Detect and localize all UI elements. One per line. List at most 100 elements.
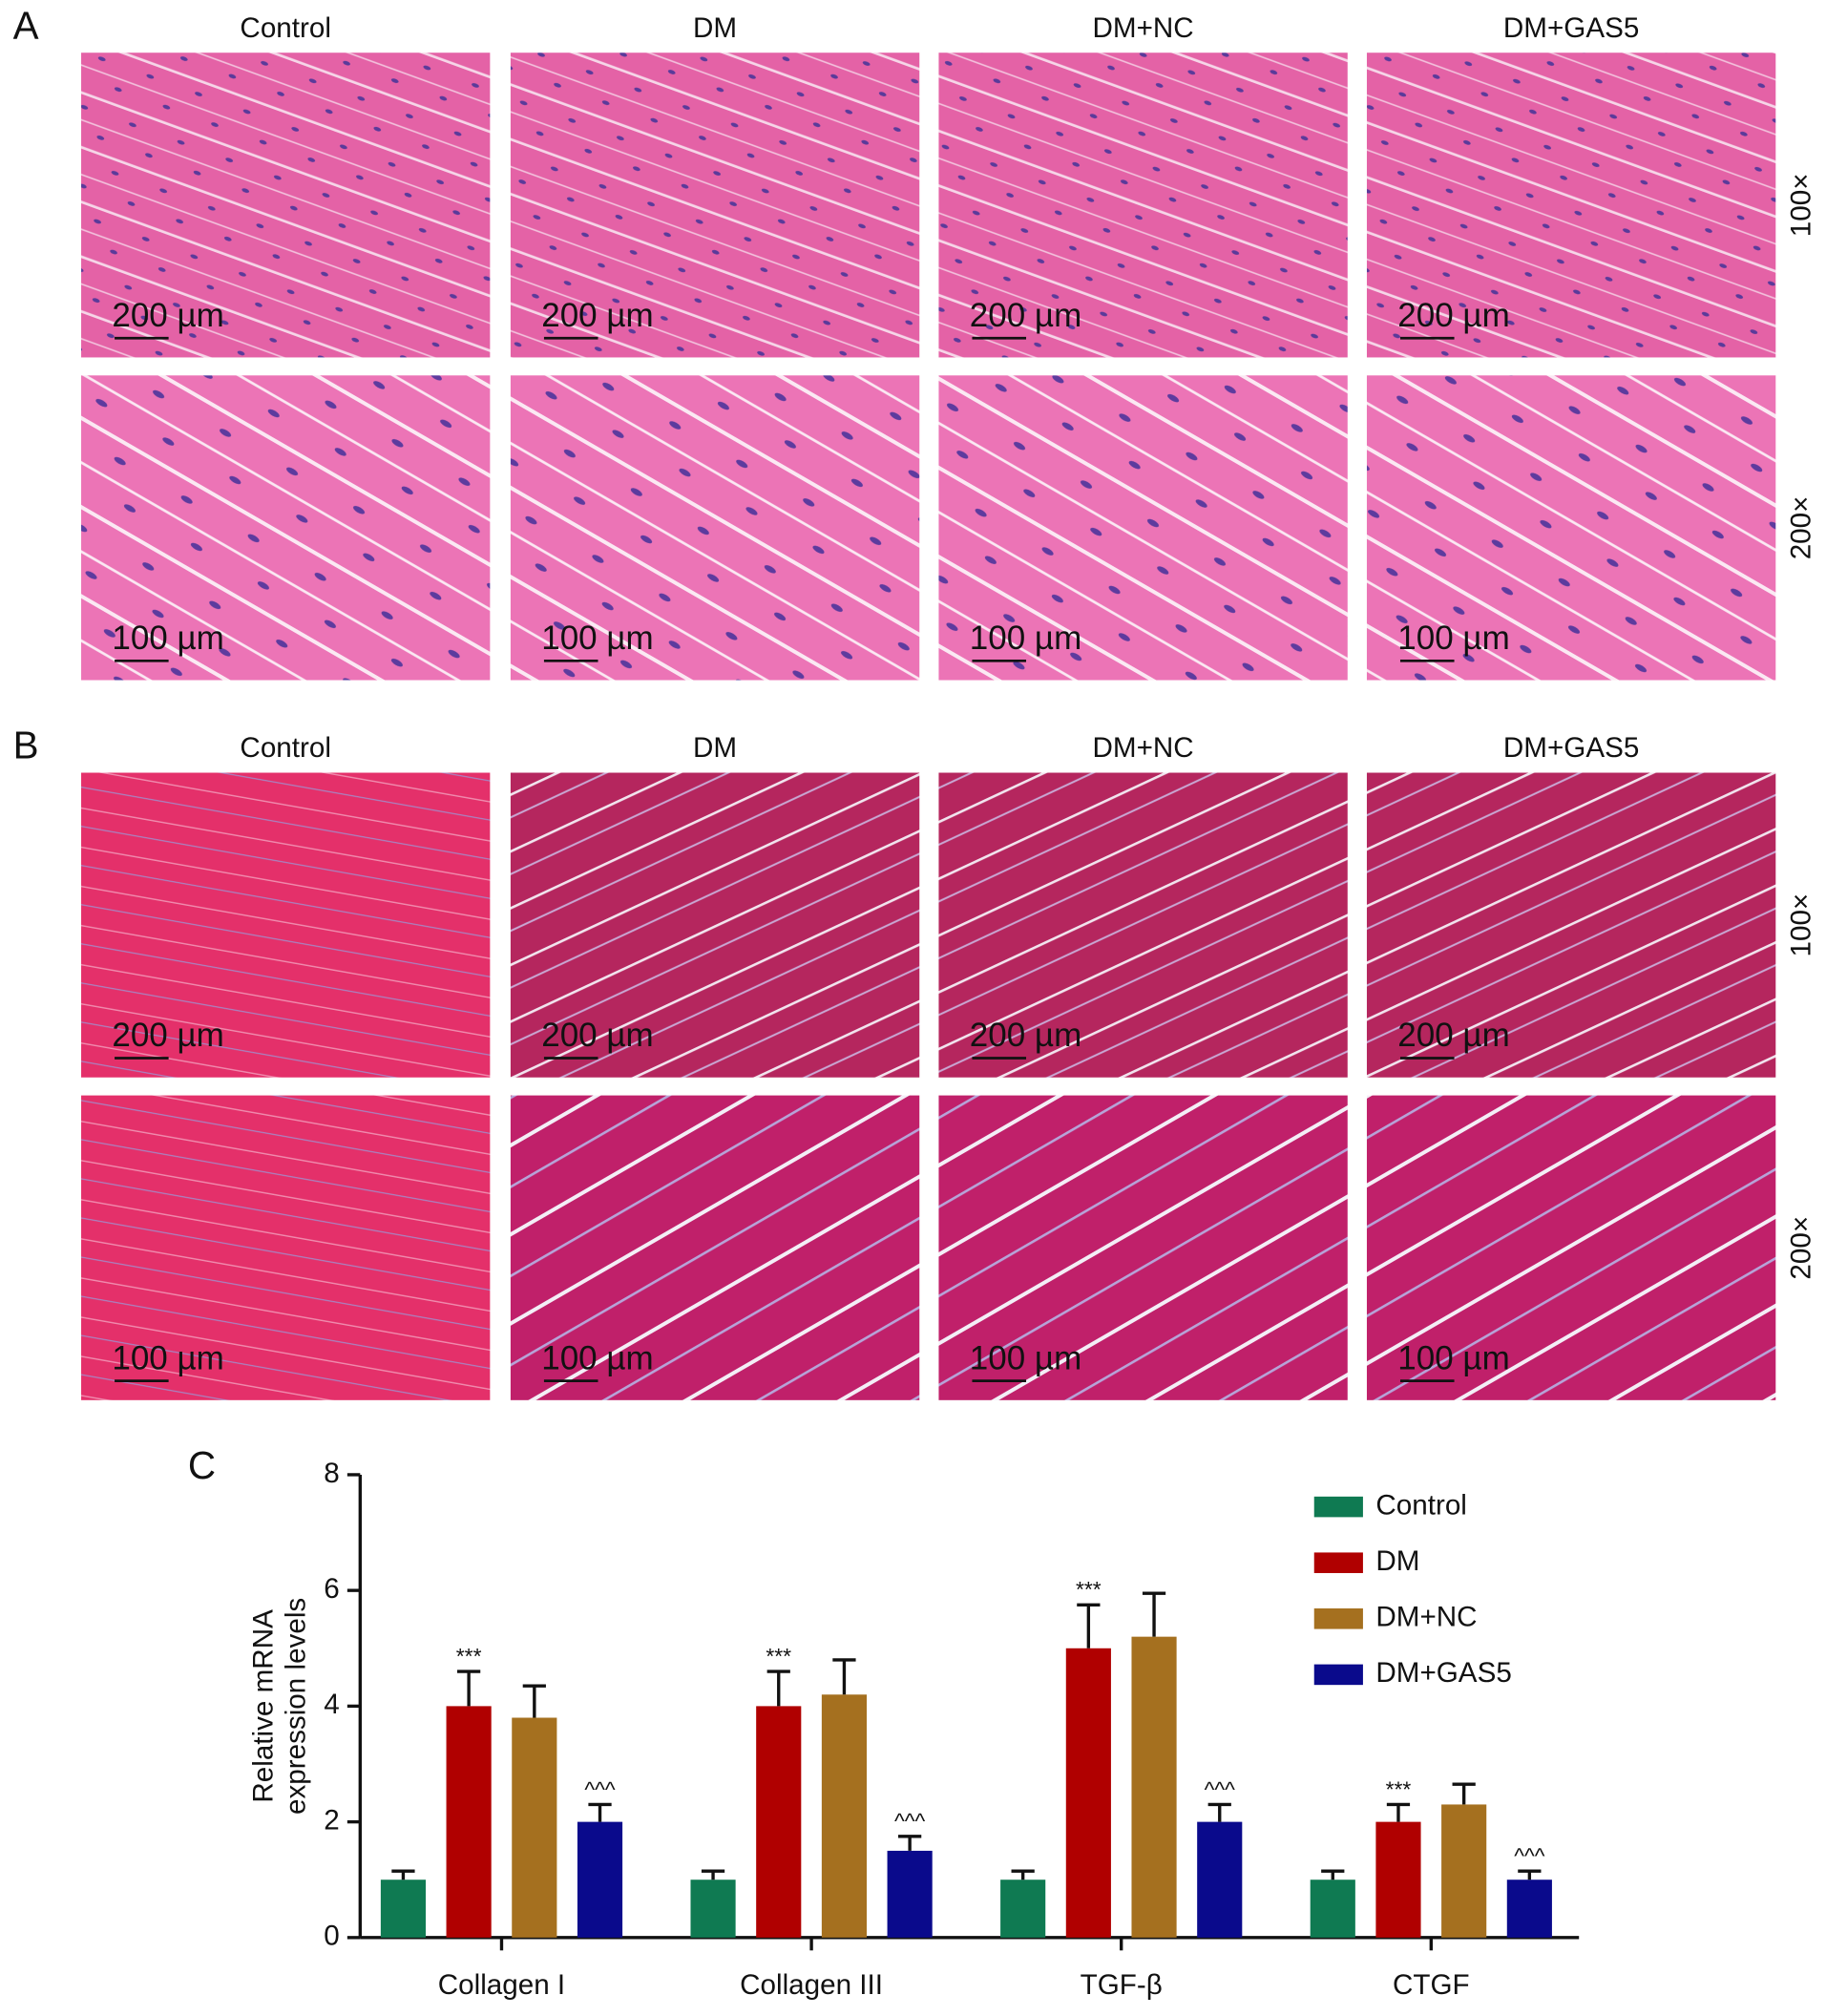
significance-label: ***	[1076, 1577, 1102, 1602]
bar	[821, 1694, 868, 1938]
scale-bar-label: 100 µm	[112, 1339, 224, 1376]
significance-label: ***	[766, 1644, 791, 1669]
error-bar	[1207, 1802, 1231, 1822]
significance-label: ^^^	[894, 1809, 925, 1834]
bar	[756, 1706, 802, 1938]
legend-label: DM+GAS5	[1375, 1657, 1511, 1689]
error-bar	[457, 1670, 481, 1707]
legend-label: DM	[1375, 1545, 1419, 1577]
micrograph	[1366, 1095, 1776, 1400]
x-tick-label: CTGF	[1393, 1969, 1470, 2001]
bar	[1065, 1648, 1111, 1938]
scale-bar-label: 100 µm	[541, 1339, 654, 1376]
error-bar	[1518, 1869, 1542, 1880]
scale-bar-label: 100 µm	[112, 620, 224, 657]
column-header: DM+NC	[1093, 732, 1194, 764]
scale-bar-label: 200 µm	[970, 1017, 1082, 1054]
scale-bar-label: 100 µm	[970, 1339, 1082, 1376]
significance-label: ^^^	[1514, 1843, 1544, 1868]
panel-label: A	[13, 3, 39, 47]
y-tick-label: 8	[324, 1458, 339, 1489]
column-header: DM+GAS5	[1503, 732, 1639, 764]
legend-swatch	[1313, 1496, 1363, 1518]
panel-label: C	[188, 1443, 216, 1487]
x-tick-label: TGF-β	[1081, 1969, 1163, 2001]
magnification-label: 200×	[1785, 496, 1816, 560]
micrograph	[81, 772, 491, 1078]
bar	[1000, 1880, 1046, 1938]
bar	[577, 1821, 623, 1938]
scale-bar-label: 200 µm	[541, 1017, 654, 1054]
legend-swatch	[1313, 1608, 1363, 1629]
bar	[887, 1850, 933, 1938]
column-header: DM	[693, 732, 737, 764]
micrograph	[510, 1095, 920, 1400]
micrograph	[938, 772, 1348, 1078]
error-bar	[522, 1684, 546, 1718]
y-tick-label: 6	[324, 1573, 339, 1605]
bar	[1131, 1636, 1177, 1938]
micrograph	[1366, 772, 1776, 1078]
legend-swatch	[1313, 1664, 1363, 1686]
y-axis-label-line: Relative mRNA	[247, 1609, 279, 1803]
error-bar	[1142, 1591, 1166, 1637]
column-header: DM+GAS5	[1503, 12, 1639, 44]
micrograph	[1366, 375, 1776, 681]
legend-swatch	[1313, 1552, 1363, 1573]
error-bar	[1077, 1603, 1101, 1648]
legend-label: Control	[1375, 1489, 1467, 1521]
y-tick-label: 4	[324, 1689, 339, 1720]
bar	[1506, 1880, 1552, 1938]
error-bar	[1452, 1782, 1476, 1805]
y-tick-label: 0	[324, 1921, 339, 1952]
micrograph	[510, 52, 920, 358]
y-axis-label-line: expression levels	[280, 1598, 311, 1815]
significance-label: ^^^	[1205, 1776, 1235, 1801]
micrograph	[938, 375, 1348, 681]
error-bar	[588, 1802, 612, 1822]
error-bar	[391, 1869, 415, 1880]
scale-bar-label: 100 µm	[970, 620, 1082, 657]
significance-label: ^^^	[584, 1776, 615, 1801]
scale-bar-label: 200 µm	[1397, 297, 1510, 334]
magnification-label: 100×	[1785, 173, 1816, 237]
scale-bar-label: 100 µm	[1397, 620, 1510, 657]
micrograph	[510, 375, 920, 681]
bar	[446, 1706, 492, 1938]
micrograph	[510, 772, 920, 1078]
scale-bar-label: 200 µm	[1397, 1017, 1510, 1054]
magnification-label: 100×	[1785, 893, 1816, 957]
error-bar	[832, 1658, 856, 1695]
significance-label: ***	[1386, 1776, 1412, 1801]
bar	[1310, 1880, 1355, 1938]
bar	[380, 1880, 427, 1938]
panel-label: B	[13, 724, 39, 767]
x-tick-label: Collagen I	[438, 1969, 565, 2001]
bar	[512, 1717, 557, 1938]
column-header: Control	[240, 12, 331, 44]
micrograph	[938, 52, 1348, 358]
y-axis-label: Relative mRNAexpression levels	[247, 1598, 311, 1815]
micrograph	[81, 52, 491, 358]
bar	[1197, 1821, 1243, 1938]
y-tick-label: 2	[324, 1804, 339, 1836]
bar	[1441, 1804, 1487, 1938]
column-header: DM	[693, 12, 737, 44]
bar	[690, 1880, 736, 1938]
micrograph	[1366, 52, 1776, 358]
error-bar	[898, 1835, 922, 1851]
x-tick-label: Collagen III	[740, 1969, 883, 2001]
scale-bar-label: 100 µm	[541, 620, 654, 657]
micrograph	[938, 1095, 1348, 1400]
bar	[1375, 1821, 1421, 1938]
error-bar	[1321, 1869, 1345, 1880]
scale-bar-label: 200 µm	[112, 297, 224, 334]
scale-bar-label: 100 µm	[1397, 1339, 1510, 1376]
column-header: DM+NC	[1093, 12, 1194, 44]
scale-bar-label: 200 µm	[541, 297, 654, 334]
legend-label: DM+NC	[1375, 1602, 1477, 1633]
error-bar	[766, 1670, 790, 1707]
significance-label: ***	[456, 1644, 482, 1669]
magnification-label: 200×	[1785, 1216, 1816, 1280]
